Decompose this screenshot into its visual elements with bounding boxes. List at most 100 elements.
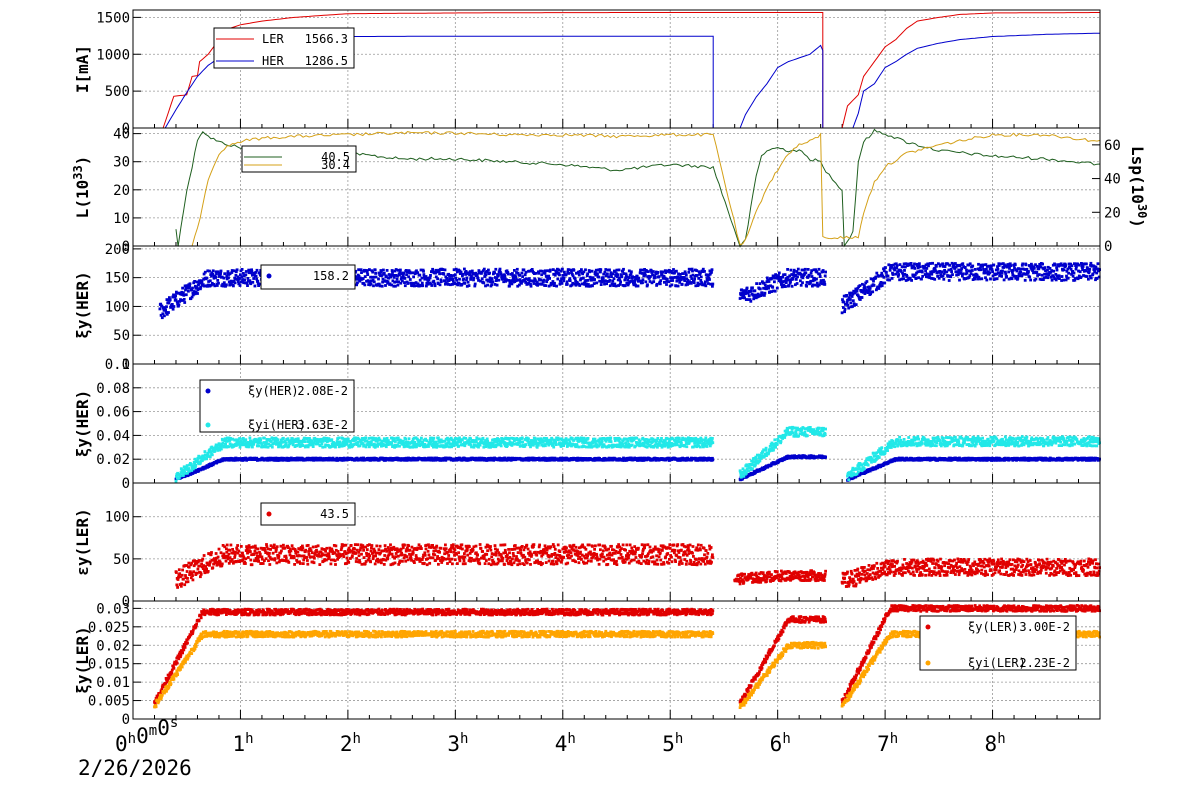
series-point bbox=[180, 290, 184, 294]
series-point bbox=[807, 273, 811, 277]
series-point bbox=[234, 444, 238, 447]
series-point bbox=[902, 262, 906, 266]
series-point bbox=[236, 438, 240, 442]
series-point bbox=[370, 279, 373, 283]
series-point bbox=[879, 281, 883, 284]
series-point bbox=[265, 441, 268, 444]
series-point bbox=[411, 284, 414, 288]
series-point bbox=[678, 273, 682, 276]
series-point bbox=[383, 279, 387, 283]
series-point bbox=[614, 274, 618, 277]
series-point bbox=[1011, 268, 1015, 272]
series-point bbox=[925, 272, 929, 276]
series-point bbox=[1037, 273, 1041, 276]
series-point bbox=[752, 297, 756, 301]
series-point bbox=[287, 439, 291, 443]
series-point bbox=[794, 273, 798, 277]
series-point bbox=[248, 269, 251, 272]
series-point bbox=[527, 277, 531, 280]
series-point bbox=[247, 443, 251, 447]
series-point bbox=[913, 262, 916, 266]
series-point bbox=[403, 284, 407, 288]
series-point bbox=[280, 456, 284, 460]
series-point bbox=[303, 436, 306, 440]
series-point bbox=[796, 267, 800, 271]
series-point bbox=[608, 284, 612, 288]
series-point bbox=[503, 273, 506, 277]
series-point bbox=[238, 284, 242, 287]
series-point bbox=[770, 276, 774, 280]
series-point bbox=[451, 280, 455, 283]
series-point bbox=[619, 280, 622, 284]
series-point bbox=[707, 276, 711, 280]
series-point bbox=[989, 264, 993, 268]
series-point bbox=[710, 270, 713, 274]
series-point bbox=[408, 278, 412, 281]
series-point bbox=[1024, 263, 1028, 267]
series-point bbox=[949, 267, 953, 271]
series-point bbox=[1086, 267, 1089, 271]
series-point bbox=[431, 267, 434, 271]
series-point bbox=[810, 269, 813, 272]
series-point bbox=[517, 278, 520, 282]
series-point bbox=[788, 274, 792, 278]
series-point bbox=[746, 298, 749, 301]
series-point bbox=[534, 271, 538, 275]
series-point bbox=[510, 279, 513, 282]
series-point bbox=[1073, 262, 1076, 266]
series-point bbox=[392, 276, 396, 279]
series-point bbox=[239, 273, 242, 277]
series-point bbox=[458, 272, 462, 275]
series-point bbox=[436, 277, 439, 281]
series-point bbox=[310, 439, 314, 443]
series-point bbox=[194, 290, 198, 294]
series-point bbox=[633, 281, 637, 284]
series-point bbox=[665, 277, 669, 281]
series-point bbox=[742, 294, 746, 298]
series-point bbox=[851, 299, 855, 303]
series-point bbox=[957, 271, 961, 274]
series-point bbox=[329, 445, 333, 448]
series-point bbox=[683, 270, 687, 274]
series-point bbox=[565, 282, 569, 286]
series-point bbox=[914, 277, 918, 280]
series-point bbox=[1057, 274, 1061, 278]
series-point bbox=[711, 284, 714, 288]
series-point bbox=[525, 277, 528, 281]
series-point bbox=[225, 275, 229, 278]
y-tick-label: 0 bbox=[122, 239, 130, 255]
series-point bbox=[502, 280, 506, 284]
series-point bbox=[820, 282, 824, 286]
series-point bbox=[872, 284, 876, 287]
series-point bbox=[856, 286, 860, 290]
series-point bbox=[947, 268, 951, 272]
series-point bbox=[852, 302, 856, 306]
series-point bbox=[1038, 263, 1042, 266]
series-point bbox=[923, 266, 927, 269]
series-point bbox=[532, 272, 536, 275]
series-point bbox=[616, 273, 620, 277]
series-point bbox=[198, 281, 202, 285]
series-point bbox=[697, 277, 701, 280]
series-point bbox=[895, 264, 899, 267]
series-point bbox=[870, 277, 874, 281]
series-point bbox=[999, 262, 1003, 266]
series-point bbox=[1056, 276, 1060, 280]
series-point bbox=[369, 275, 372, 279]
series-point bbox=[977, 262, 980, 266]
series-point bbox=[1023, 456, 1027, 460]
series-point bbox=[780, 285, 784, 289]
series-point bbox=[810, 275, 814, 278]
series-point bbox=[1062, 278, 1065, 282]
series-point bbox=[997, 262, 1001, 266]
series-point bbox=[386, 280, 390, 284]
series-point bbox=[936, 274, 940, 278]
series-point bbox=[251, 280, 255, 284]
series-point bbox=[684, 458, 688, 462]
y-right-axis-title-end: ) bbox=[1128, 218, 1147, 228]
series-point bbox=[926, 275, 930, 279]
series-point bbox=[973, 277, 977, 281]
series-point bbox=[792, 271, 796, 274]
series-point bbox=[744, 292, 747, 296]
